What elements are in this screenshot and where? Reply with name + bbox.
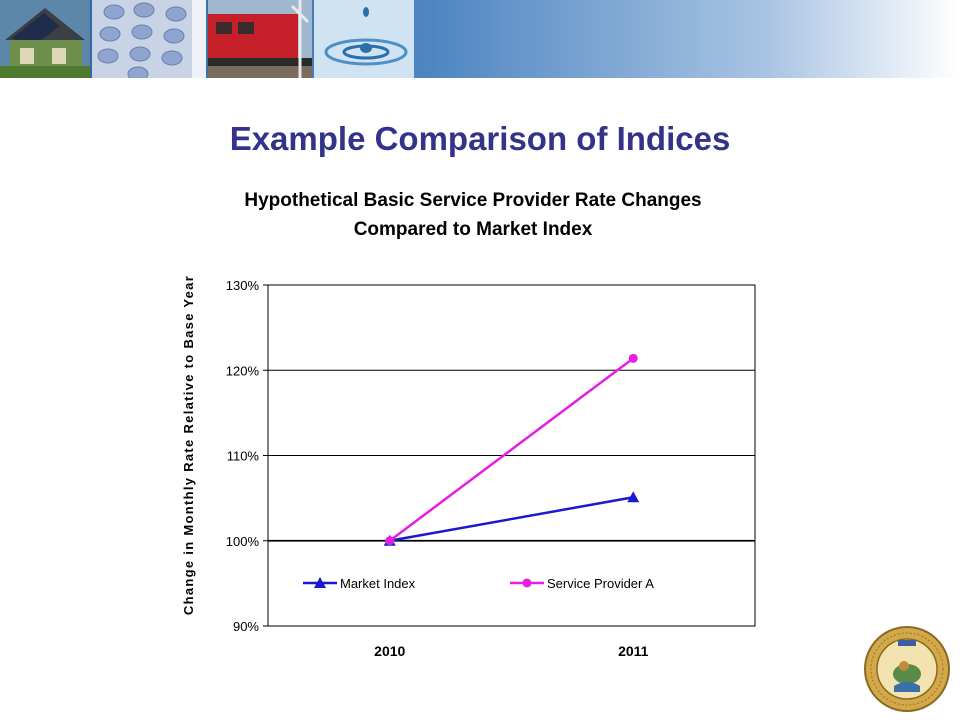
legend-label: Service Provider A bbox=[547, 576, 654, 591]
legend-marker-triangle bbox=[314, 577, 326, 588]
y-axis-label: Change in Monthly Rate Relative to Base … bbox=[181, 275, 196, 615]
house-solar-photo bbox=[0, 0, 90, 78]
header-banner bbox=[0, 0, 960, 78]
chart-title: Hypothetical Basic Service Provider Rate… bbox=[244, 190, 701, 211]
x-tick-label: 2011 bbox=[618, 643, 649, 659]
y-tick-label: 130% bbox=[226, 278, 260, 293]
water-drop-photo bbox=[314, 0, 414, 78]
data-point-circle bbox=[385, 536, 395, 546]
data-point-triangle bbox=[627, 491, 640, 503]
y-tick-label: 90% bbox=[233, 619, 259, 634]
legend-label: Market Index bbox=[340, 576, 416, 591]
series-line bbox=[389, 357, 634, 542]
series-line bbox=[389, 496, 634, 542]
chart-subtitle: Compared to Market Index bbox=[354, 219, 593, 240]
y-tick-label: 110% bbox=[227, 449, 260, 464]
train-photo bbox=[208, 0, 312, 78]
seal-icon bbox=[864, 626, 950, 712]
state-seal bbox=[864, 626, 950, 712]
slide-title: Example Comparison of Indices bbox=[229, 120, 731, 157]
y-tick-label: 120% bbox=[226, 363, 260, 378]
legend-marker-circle bbox=[522, 578, 532, 588]
data-point-circle bbox=[628, 353, 638, 363]
y-tick-label: 100% bbox=[226, 534, 260, 549]
x-tick-label: 2010 bbox=[374, 643, 405, 659]
phone-keypad-photo bbox=[92, 0, 206, 78]
